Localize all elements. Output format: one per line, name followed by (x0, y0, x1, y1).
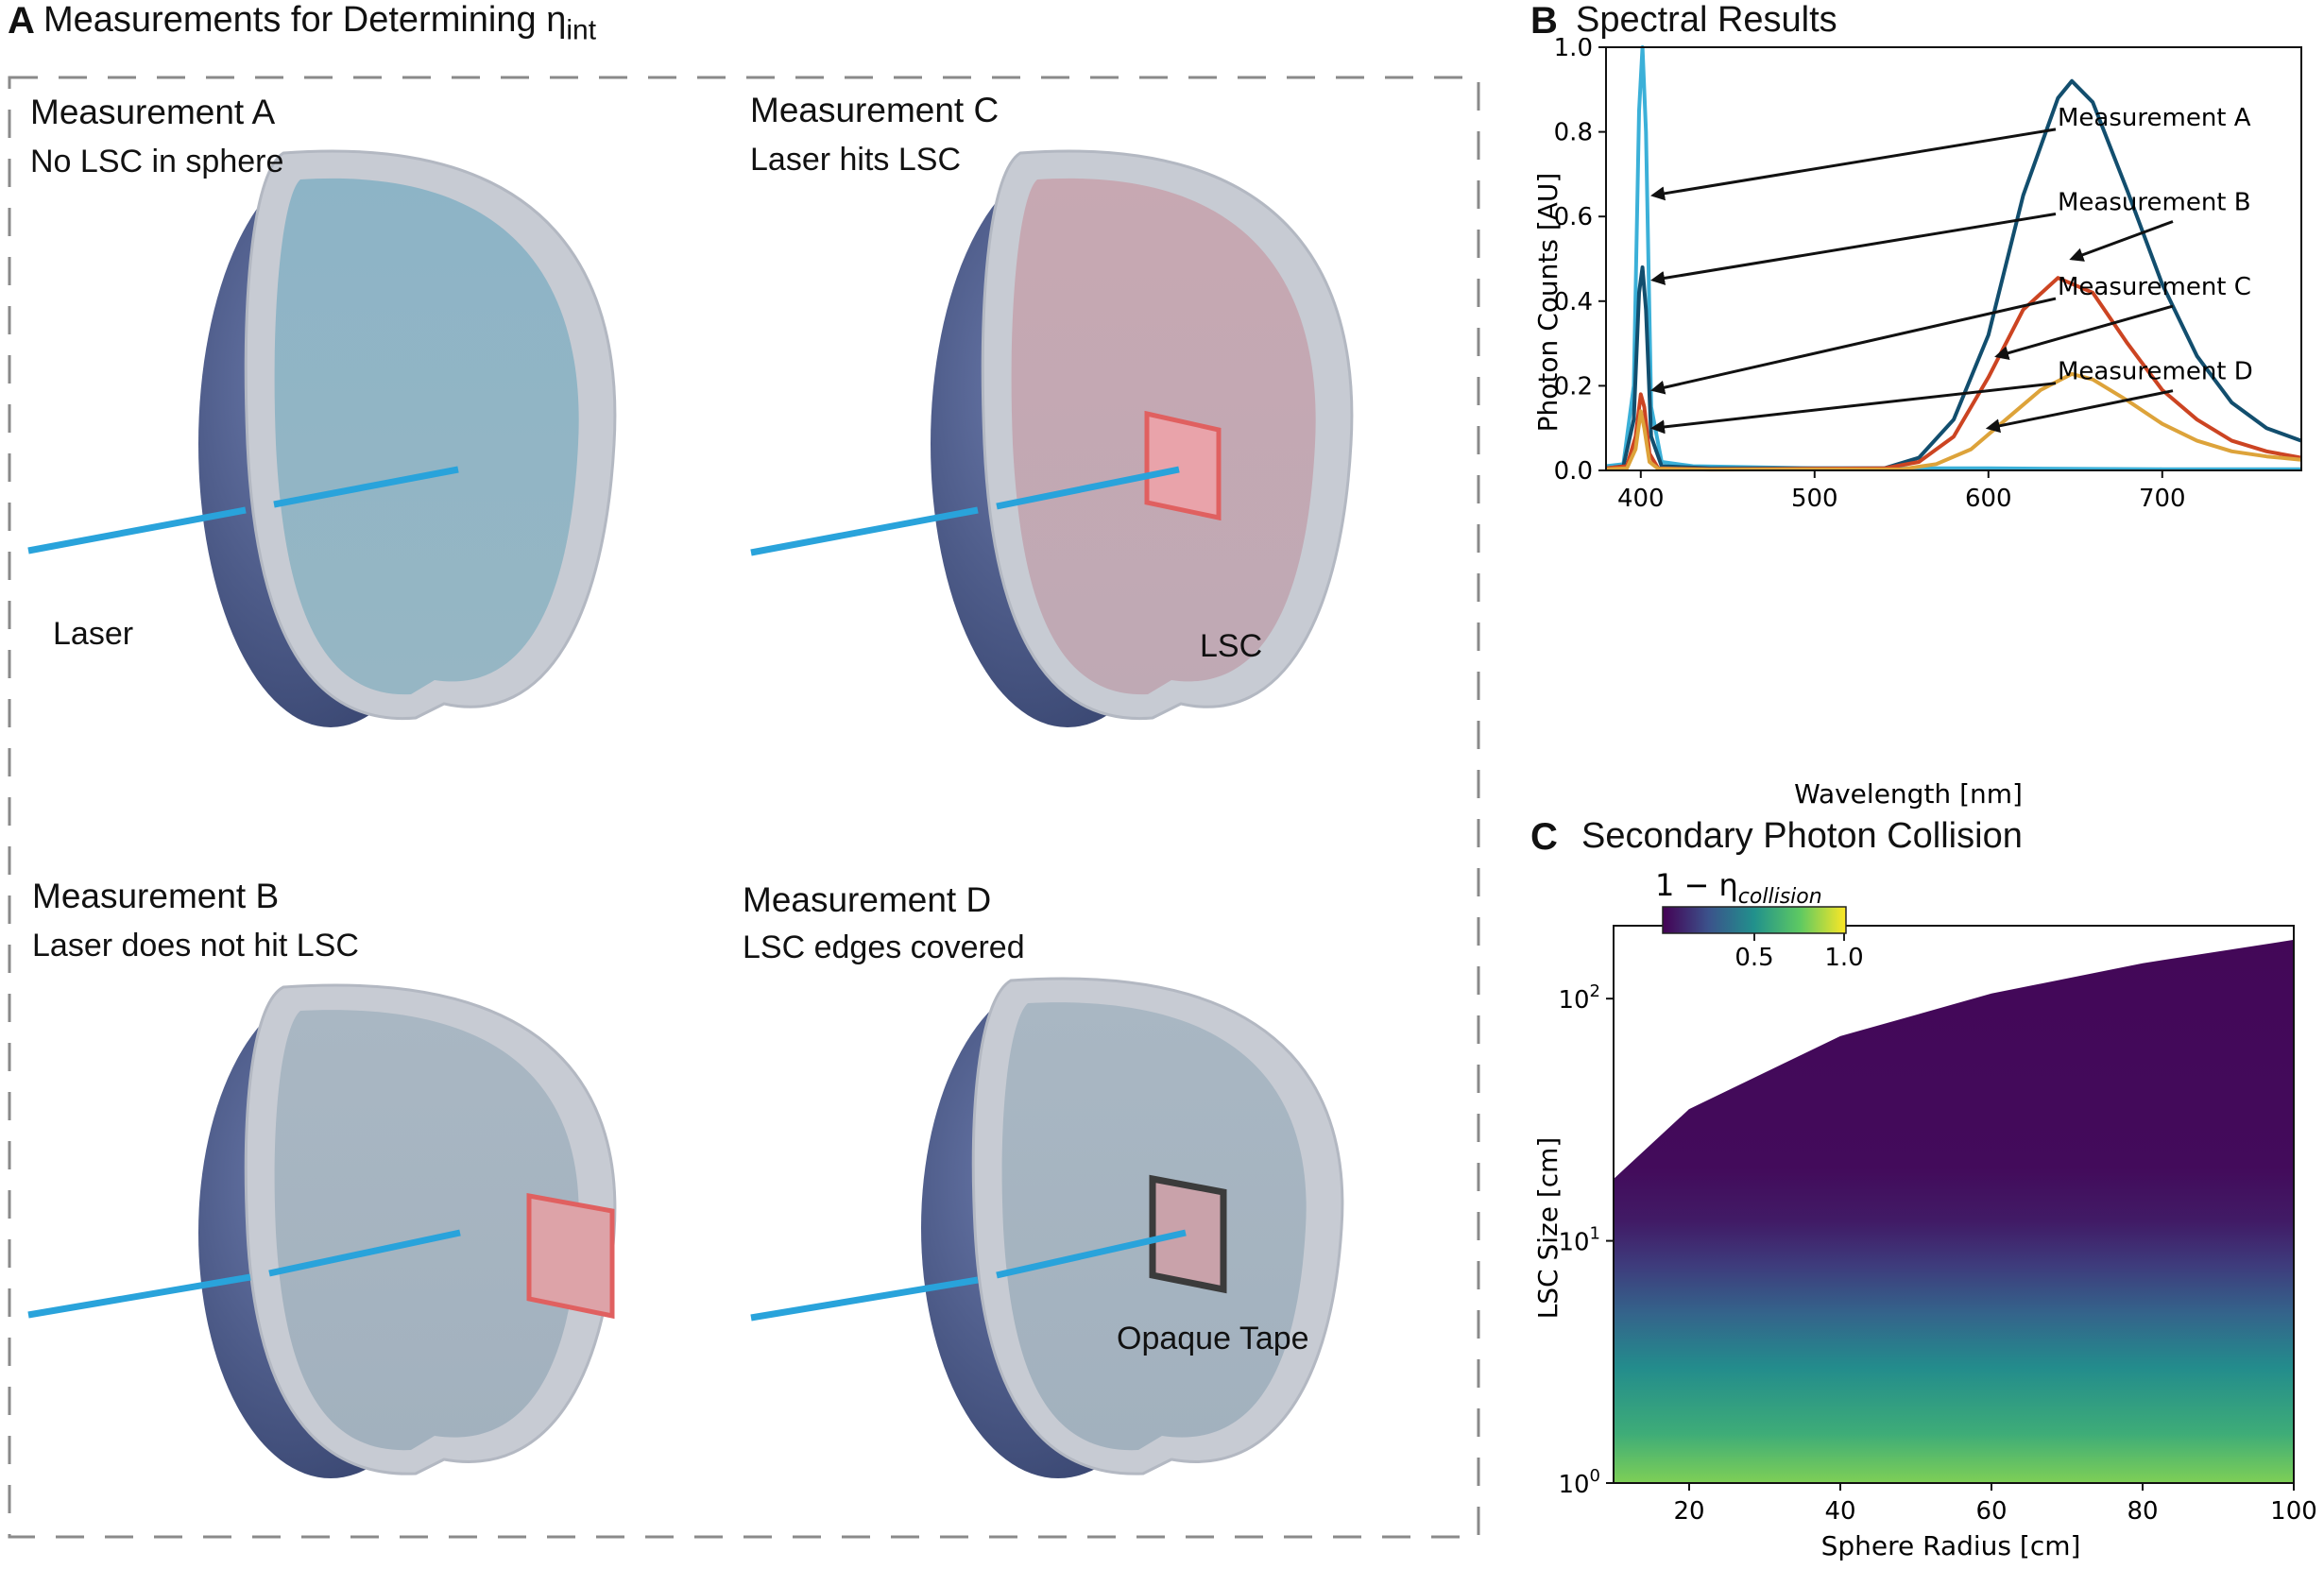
y-tick-label: 101 (1558, 1224, 1600, 1257)
sphere-measurement-a (27, 149, 617, 727)
y-axis-label: Photon Counts [AU] (1532, 173, 1564, 433)
x-tick-label: 400 (1617, 485, 1665, 513)
colorbar-tick-1: 1.0 (1824, 944, 1863, 972)
measurement-a-title: Measurement A (30, 93, 276, 131)
y-tick-label: 102 (1558, 981, 1600, 1015)
measurement-a-subtitle: No LSC in sphere (30, 144, 284, 179)
panel-c-title: Secondary Photon Collision (1581, 816, 2023, 856)
annotation-arrow (1650, 212, 2057, 285)
panel-a-illustration (8, 76, 1480, 1539)
measurement-b-title: Measurement B (32, 877, 280, 915)
colorbar-label: 1 − ηcollision (1655, 867, 1822, 909)
y-tick-label: 0.0 (1554, 457, 1593, 486)
x-axis-label: Wavelength [nm] (1794, 778, 2023, 810)
annotation-arrow (1994, 304, 2174, 360)
plot-frame (1613, 925, 2295, 1484)
series-line-1 (1605, 45, 2301, 471)
annotation-arrow (1650, 128, 2057, 201)
x-tick-label: 700 (2139, 485, 2186, 513)
annotation-arrow (1650, 297, 2057, 395)
annotation-arrow (2069, 220, 2174, 262)
measurement-d-title: Measurement D (743, 880, 992, 919)
panel-a-letter: A (8, 0, 35, 42)
lsc-label: LSC (1200, 628, 1263, 664)
measurement-c-title: Measurement C (750, 91, 1000, 129)
annotation-label: Measurement A (2058, 104, 2251, 132)
colorbar: 1 − ηcollision 0.5 1.0 (1655, 867, 1864, 972)
lsc-slab-d (1149, 1174, 1227, 1294)
collision-heatmap: 20 40 60 80 100 100 101 102 LSC Size [cm] Spher… (1532, 867, 2317, 1561)
y-tick-label: 0.8 (1554, 119, 1593, 147)
colorbar-label-sub: collision (1738, 885, 1822, 909)
sphere-measurement-d (750, 977, 1344, 1478)
x-tick-label: 100 (2270, 1497, 2317, 1526)
plot-frame (1605, 46, 2302, 471)
annotation-arrow (1650, 382, 2057, 435)
series-line-4 (1605, 371, 2302, 472)
annotation-arrow (1985, 389, 2174, 434)
laser-label: Laser (53, 616, 134, 652)
x-tick-label: 500 (1791, 485, 1838, 513)
panel-b-letter: B (1530, 0, 1558, 42)
annotation-label: Measurement C (2058, 273, 2251, 301)
y-tick-label: 0.4 (1554, 288, 1593, 316)
colorbar-label-main: 1 − η (1655, 867, 1738, 903)
x-tick-label: 40 (1824, 1497, 1855, 1526)
y-tick-label: 100 (1558, 1466, 1600, 1499)
panel-a-title-text: Measurements for Determining η (43, 0, 567, 40)
measurement-d-subtitle: LSC edges covered (743, 929, 1025, 965)
heatmap-field (1614, 939, 2294, 1483)
colorbar-tick-0: 0.5 (1734, 944, 1773, 972)
measurement-c-subtitle: Laser hits LSC (750, 142, 961, 178)
panel-a-title-sub: int (566, 14, 597, 46)
panel-a-title: Measurements for Determining ηint (43, 0, 596, 47)
panel-b-title: Spectral Results (1576, 0, 1837, 40)
x-tick-label: 60 (1975, 1497, 2007, 1526)
series-line-3 (1605, 276, 2302, 471)
opaque-tape-label: Opaque Tape (1117, 1321, 1309, 1356)
panel-a-dashed-frame (8, 76, 1480, 1539)
x-tick-label: 20 (1673, 1497, 1704, 1526)
spectral-chart: 400 500 600 700 0.0 0.2 0.4 0.6 0.8 1.0 Measuremen… (1532, 38, 2302, 810)
lsc-slab-b (526, 1193, 615, 1320)
y-axis-label: LSC Size [cm] (1532, 1137, 1564, 1320)
y-tick-label: 0.2 (1554, 372, 1593, 401)
lsc-slab-c (1144, 410, 1222, 521)
x-tick-label: 600 (1965, 485, 2012, 513)
measurement-b-subtitle: Laser does not hit LSC (32, 928, 359, 964)
x-tick-label: 80 (2127, 1497, 2158, 1526)
series-line-2 (1605, 78, 2302, 470)
y-tick-label: 0.6 (1554, 203, 1593, 231)
panel-c-letter: C (1530, 816, 1558, 858)
sphere-measurement-b (27, 983, 617, 1478)
colorbar-bar (1662, 906, 1847, 934)
annotation-label: Measurement B (2058, 188, 2251, 216)
annotation-label: Measurement D (2058, 358, 2253, 386)
sphere-measurement-c (750, 149, 1354, 727)
x-axis-label: Sphere Radius [cm] (1821, 1530, 2081, 1561)
y-tick-label: 1.0 (1554, 38, 1593, 62)
